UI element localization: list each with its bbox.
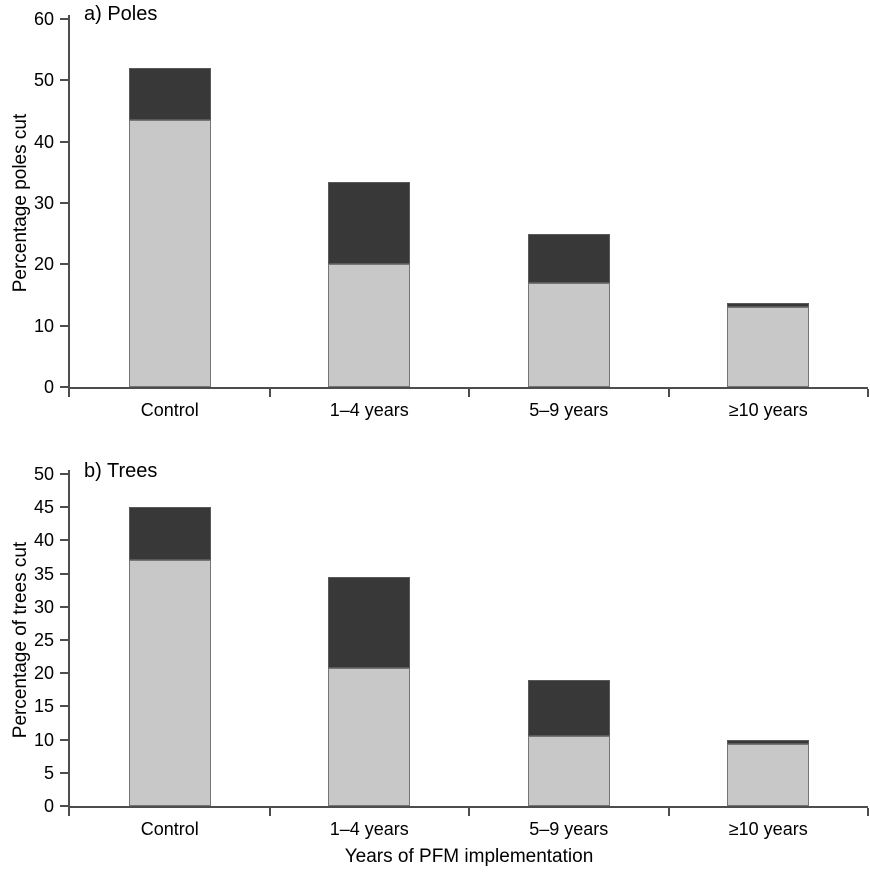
bar-segment-dark [527, 233, 610, 283]
y-tick-mark [60, 263, 68, 266]
bar-segment-dark [128, 68, 211, 121]
y-tick-label: 10 [33, 315, 54, 336]
x-category-label: ≥10 years [728, 819, 808, 839]
y-tick-mark [60, 605, 68, 608]
x-category-label: ≥10 years [728, 400, 808, 420]
y-tick-label: 0 [43, 377, 54, 397]
bar-segment-light [328, 667, 411, 806]
y-axis-line [68, 15, 70, 397]
bar-segment-light [128, 120, 211, 387]
bar-segment-dark [328, 576, 411, 668]
y-tick-mark [60, 639, 68, 641]
y-tick-label: 35 [33, 563, 54, 584]
panel-a-poles: a) Poles Percentage poles cut 0 10 20 30 40 5… [10, 3, 869, 420]
x-category-label: Control [140, 819, 199, 839]
y-tick-label: 5 [43, 762, 54, 783]
x-axis-title: Years of PFM implementation [344, 846, 594, 867]
x-tick-mark [468, 808, 470, 816]
y-tick-label: 45 [33, 497, 54, 518]
y-tick-label: 40 [33, 530, 54, 551]
x-axis-line [68, 387, 868, 389]
y-tick-label: 30 [33, 193, 54, 213]
y-tick-mark [60, 572, 68, 575]
y-tick-label: 50 [33, 464, 54, 484]
y-tick-label: 10 [33, 729, 54, 750]
y-tick-mark [60, 805, 68, 807]
y-tick-label: 50 [33, 70, 54, 91]
bar-segment-light [328, 264, 411, 387]
x-category-label: Control [140, 400, 199, 420]
x-tick-mark [268, 808, 271, 816]
x-category-label: 5–9 years [529, 400, 609, 420]
y-tick-mark [60, 18, 68, 20]
bar-segment-light [727, 307, 810, 387]
y-tick-mark [60, 539, 68, 542]
y-tick-mark [60, 473, 68, 475]
bar-segment-dark [128, 507, 211, 561]
y-tick-mark [60, 79, 68, 82]
x-tick-mark [667, 808, 670, 816]
y-tick-label: 30 [33, 596, 54, 617]
y-tick-mark [60, 738, 68, 741]
x-tick-mark [468, 389, 470, 397]
bar-segment-dark [727, 302, 810, 308]
bar-segment-light [128, 560, 211, 806]
x-axis-line [68, 806, 868, 808]
panel-a-title: a) Poles [84, 3, 158, 25]
y-tick-label: 20 [33, 663, 54, 684]
bar-segment-light [527, 282, 610, 387]
x-category-label: 1–4 years [329, 400, 409, 420]
y-tick-label: 15 [33, 696, 54, 717]
y-tick-label: 0 [43, 796, 54, 816]
panel-a-plot-area: 0 10 20 30 40 50 60 Control 1–4 years 5–9 years ≥1… [33, 9, 869, 420]
y-tick-mark [60, 672, 68, 675]
bar-segment-dark [527, 679, 610, 737]
y-axis-line [68, 470, 70, 816]
y-tick-mark [60, 771, 68, 774]
bar-segment-dark [328, 181, 411, 265]
bar-segment-light [527, 736, 610, 806]
x-category-label: 1–4 years [329, 819, 409, 839]
y-tick-mark [60, 705, 68, 708]
y-tick-label: 25 [33, 630, 54, 650]
y-tick-label: 60 [33, 9, 54, 29]
x-tick-mark [667, 389, 670, 397]
bar-segment-light [727, 744, 810, 806]
panel-b-title: b) Trees [84, 460, 158, 482]
y-tick-mark [60, 202, 68, 204]
y-tick-mark [60, 386, 68, 388]
y-tick-label: 20 [33, 254, 54, 275]
panel-b-plot-area: 0 5 10 15 20 25 30 35 40 45 50 Control 1–4 years 5–9 … [0, 440, 870, 878]
y-tick-mark [60, 506, 68, 509]
y-tick-label: 40 [33, 131, 54, 152]
x-category-label: 5–9 years [529, 819, 609, 839]
y-tick-mark [60, 324, 68, 327]
x-tick-mark [867, 389, 869, 397]
x-tick-mark [867, 808, 869, 816]
y-tick-mark [60, 140, 68, 143]
bar-segment-dark [727, 739, 810, 745]
panel-b-trees: b) Trees Percentage of trees cut 0 5 10 15 2… [0, 440, 870, 878]
x-tick-mark [268, 389, 271, 397]
